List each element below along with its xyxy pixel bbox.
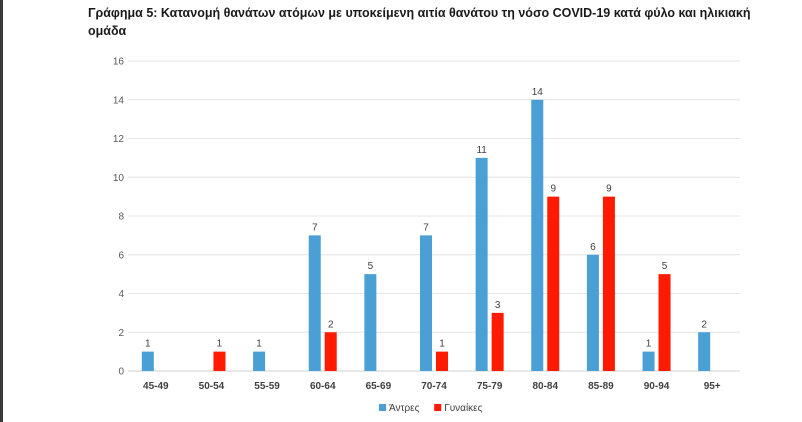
bar-men [698, 332, 711, 371]
x-tick-label: 65-69 [366, 381, 392, 392]
x-tick-label: 95+ [704, 381, 721, 392]
data-label: 9 [606, 184, 612, 195]
data-label: 11 [476, 145, 487, 156]
bar-men [475, 157, 488, 371]
data-label: 6 [590, 242, 596, 253]
legend-swatch [379, 404, 386, 411]
y-tick-label: 2 [118, 328, 124, 339]
x-tick-label: 90-94 [644, 381, 670, 392]
bar-men [420, 235, 432, 371]
data-label: 2 [328, 319, 334, 330]
data-label: 3 [495, 300, 501, 311]
x-axis: 45-49 50-54 55-59 60-64 65-69 70-74 75-79 80-84… [143, 381, 721, 392]
bar-women [602, 196, 615, 371]
legend-swatch [434, 404, 442, 411]
bars [141, 99, 711, 371]
bar-women [547, 196, 560, 371]
x-tick-label: 45-49 [143, 381, 169, 392]
legend: Άντρες Γυναίκες [379, 402, 483, 414]
y-tick-label: 0 [118, 367, 124, 378]
data-label: 1 [439, 339, 445, 350]
data-label: 2 [701, 319, 707, 330]
y-tick-label: 6 [118, 250, 124, 261]
bar-men [308, 235, 321, 371]
bar-men [531, 99, 544, 371]
x-tick-label: 85-89 [588, 381, 614, 392]
bar-women [491, 312, 504, 371]
data-label: 5 [368, 261, 374, 272]
window-edge [0, 0, 3, 422]
data-label: 1 [217, 339, 223, 350]
x-tick-label: 75-79 [477, 381, 503, 392]
x-tick-label: 50-54 [199, 381, 225, 392]
x-tick-label: 70-74 [421, 381, 447, 392]
bar-men [253, 351, 266, 371]
x-tick-label: 55-59 [254, 381, 280, 392]
bar-men [642, 351, 655, 371]
legend-label: Γυναίκες [444, 402, 482, 414]
y-tick-label: 10 [113, 173, 125, 184]
y-tick-label: 14 [113, 95, 125, 106]
data-label: 7 [423, 222, 429, 233]
data-label: 1 [145, 339, 151, 350]
bar-women [213, 351, 226, 371]
bar-women [658, 274, 671, 371]
x-tick-label: 60-64 [310, 381, 336, 392]
y-axis: 0 2 4 6 8 10 12 14 16 [113, 57, 125, 378]
data-label: 14 [532, 87, 544, 98]
y-tick-label: 16 [113, 57, 125, 68]
data-label: 9 [550, 184, 556, 195]
data-label: 7 [312, 222, 318, 233]
y-tick-label: 12 [113, 134, 125, 145]
y-tick-label: 4 [118, 289, 124, 300]
bar-men [141, 351, 154, 371]
y-tick-label: 8 [118, 212, 124, 223]
bar-women [436, 351, 448, 371]
x-tick-label: 80-84 [532, 381, 558, 392]
chart-title: Γράφημα 5: Κατανομή θανάτων ατόμων με υπ… [88, 6, 751, 38]
data-label: 5 [662, 261, 668, 272]
gridlines [128, 60, 740, 372]
legend-label: Άντρες [389, 403, 420, 414]
bar-men [586, 254, 599, 371]
data-label: 1 [256, 339, 262, 350]
bar-men [364, 274, 377, 371]
bar-women [324, 332, 337, 371]
data-label: 1 [646, 339, 652, 350]
